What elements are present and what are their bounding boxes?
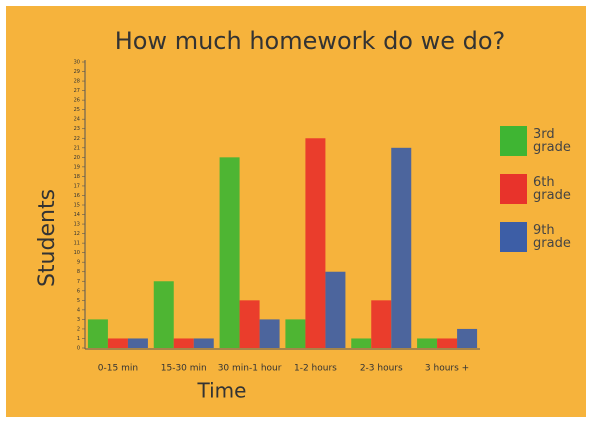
bar (351, 338, 371, 348)
y-tick-label: 26 (74, 98, 80, 104)
y-tick-label: 2 (77, 326, 80, 332)
bar (128, 338, 148, 348)
y-tick-label: 20 (74, 155, 80, 161)
y-axis-label: Students (35, 189, 60, 287)
y-tick-label: 21 (74, 145, 80, 151)
x-tick-label: 0-15 min (98, 364, 138, 374)
x-tick-label: 1-2 hours (294, 364, 337, 374)
y-tick-label: 27 (74, 88, 80, 94)
y-tick-label: 25 (74, 107, 80, 113)
bar (240, 300, 260, 348)
bar (108, 338, 128, 348)
bar (220, 157, 240, 348)
y-tick-label: 5 (77, 298, 80, 304)
y-tick-label: 8 (77, 269, 80, 275)
y-tick-label: 30 (74, 60, 80, 66)
y-tick-label: 23 (74, 126, 80, 132)
bar (305, 138, 325, 348)
y-tick-label: 0 (77, 346, 80, 352)
y-tick-label: 12 (74, 231, 80, 237)
legend-label: 9th grade (533, 224, 577, 250)
bar (417, 338, 437, 348)
legend-swatch (500, 174, 527, 204)
x-axis-label: Time (197, 379, 247, 403)
y-tick-label: 29 (74, 69, 80, 75)
x-tick-label: 15-30 min (161, 364, 207, 374)
bar (194, 338, 214, 348)
y-tick-label: 28 (74, 79, 80, 85)
bar (371, 300, 391, 348)
legend-swatch (500, 222, 527, 252)
y-tick-label: 9 (77, 260, 80, 266)
x-tick-label: 2-3 hours (360, 364, 403, 374)
y-tick-label: 11 (74, 241, 80, 247)
x-tick-label: 3 hours + (425, 364, 469, 374)
y-tick-label: 15 (74, 203, 80, 209)
y-tick-label: 17 (74, 183, 80, 189)
y-tick-label: 19 (74, 164, 80, 170)
bar (174, 338, 194, 348)
bar (285, 319, 305, 348)
chart-title: How much homework do we do? (115, 27, 506, 55)
bar (437, 338, 457, 348)
y-tick-label: 3 (77, 317, 80, 323)
legend-label: 3rd grade (533, 128, 577, 154)
chart: How much homework do we do? Students Tim… (0, 0, 592, 423)
y-tick-label: 22 (74, 136, 80, 142)
x-tick-label: 30 min-1 hour (218, 364, 282, 374)
legend-swatch (500, 126, 527, 156)
y-tick-label: 4 (77, 307, 80, 313)
bar (457, 329, 477, 348)
bar (154, 281, 174, 348)
y-tick-label: 18 (74, 174, 80, 180)
y-tick-label: 1 (77, 336, 80, 342)
y-tick-label: 24 (74, 117, 80, 123)
page: How much homework do we do? Students Tim… (0, 0, 592, 423)
y-tick-label: 10 (74, 250, 80, 256)
bar (325, 272, 345, 348)
poster (6, 6, 586, 417)
bar (260, 319, 280, 348)
y-tick-label: 13 (74, 222, 80, 228)
legend-label: 6th grade (533, 176, 577, 202)
y-tick-label: 16 (74, 193, 80, 199)
bar (391, 148, 411, 348)
y-tick-label: 7 (77, 279, 80, 285)
bar (88, 319, 108, 348)
y-tick-label: 14 (74, 212, 80, 218)
y-tick-label: 6 (77, 288, 80, 294)
